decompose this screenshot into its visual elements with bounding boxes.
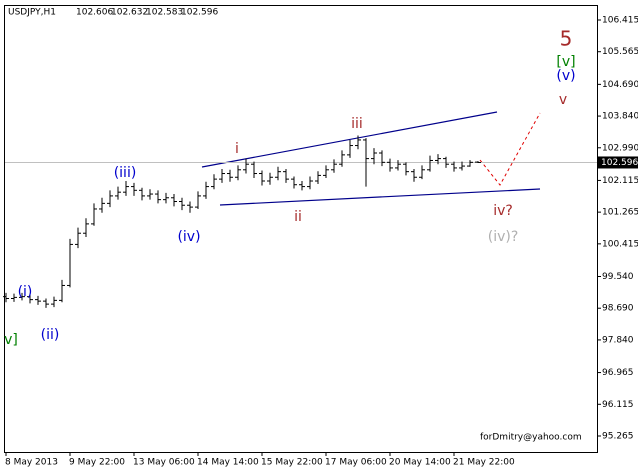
wave-label: i	[235, 141, 239, 157]
header: USDJPY,H1 102.606 102.632 102.583 102.59…	[8, 8, 218, 18]
wave-label: iv?	[493, 203, 513, 219]
y-tick-label: 103.840	[602, 112, 638, 122]
wave-label: 5	[560, 27, 573, 51]
low-value: 102.583	[146, 8, 183, 18]
wave-label: (iii)	[114, 165, 137, 181]
y-tick-label: 100.415	[602, 239, 638, 249]
wave-label: (i)	[18, 284, 33, 300]
x-tick-label: 13 May 06:00	[133, 458, 195, 468]
y-tick-label: 96.115	[602, 400, 634, 410]
y-tick-label: 99.540	[602, 272, 634, 282]
high-value: 102.632	[111, 8, 148, 18]
watermark: forDmitry@yahoo.com	[480, 433, 582, 443]
x-tick-label: 20 May 14:00	[389, 458, 451, 468]
wave-label: v]	[4, 332, 18, 348]
wave-label: ii	[294, 209, 302, 225]
price-label: 102.596	[601, 158, 638, 168]
x-tick-label: 9 May 22:00	[69, 458, 125, 468]
x-tick-label: 14 May 14:00	[197, 458, 259, 468]
wave-label: (iv)	[177, 229, 200, 245]
wave-label: [v]	[556, 54, 575, 70]
wave-label: iii	[351, 116, 363, 132]
y-tick-label: 104.690	[602, 80, 638, 90]
open-value: 102.606	[76, 8, 113, 18]
x-tick-label: 15 May 22:00	[261, 458, 323, 468]
y-tick-label: 98.690	[602, 304, 634, 314]
wave-label: (iv)?	[488, 229, 519, 245]
close-value: 102.596	[181, 8, 218, 18]
wave-label: (ii)	[41, 327, 60, 343]
y-tick-label: 96.965	[602, 368, 634, 378]
x-tick-label: 21 May 22:00	[453, 458, 515, 468]
upper-trend-line	[201, 111, 498, 168]
y-tick-label: 102.990	[602, 143, 638, 153]
plot-frame	[4, 5, 598, 453]
y-tick-label: 95.265	[602, 431, 634, 441]
x-tick-label: 17 May 06:00	[325, 458, 387, 468]
y-tick-label: 106.415	[602, 15, 638, 25]
y-tick-label: 97.840	[602, 335, 634, 345]
wave-label: (v)	[556, 68, 575, 84]
y-tick-label: 101.265	[602, 208, 638, 218]
symbol: USDJPY,H1	[8, 8, 56, 18]
y-tick-label: 102.115	[602, 176, 638, 186]
y-tick-label: 105.565	[602, 47, 638, 57]
projection-line	[479, 112, 541, 186]
lower-trend-line	[219, 188, 541, 206]
x-tick-label: 8 May 2013	[5, 458, 58, 468]
wave-label: v	[559, 92, 567, 108]
price-box	[598, 156, 638, 169]
